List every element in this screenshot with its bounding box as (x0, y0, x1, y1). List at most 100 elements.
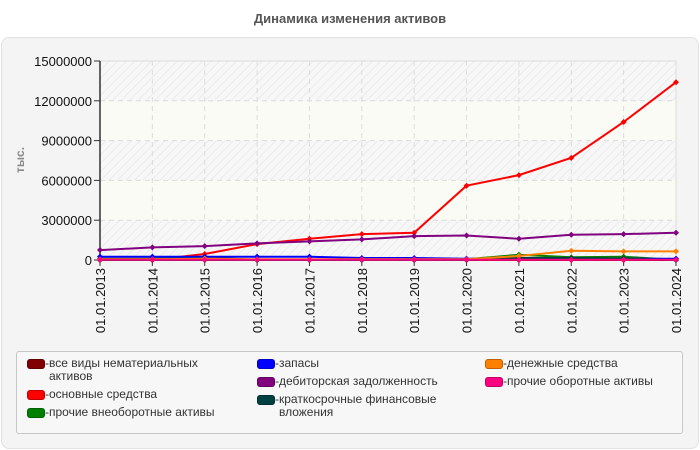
data-point-marker[interactable] (254, 240, 261, 247)
tick-labels: 1500000012000000900000060000003000000001… (34, 54, 684, 333)
data-point-marker[interactable] (620, 256, 627, 263)
data-point-marker[interactable] (673, 256, 679, 263)
data-point-marker[interactable] (620, 248, 627, 255)
x-tick-label: 01.01.2022 (564, 268, 579, 333)
legend-label: краткосрочные финансовые (279, 392, 437, 406)
y-tick-label: 15000000 (34, 54, 92, 69)
legend-swatch (485, 359, 503, 369)
legend-swatch (27, 390, 45, 400)
legend-item-short-term-investments[interactable]: - краткосрочные финансовые вложения (247, 393, 477, 419)
plot-background (99, 60, 677, 261)
legend-dash: - (275, 374, 279, 388)
legend-dash: - (45, 387, 49, 401)
legend-column-3: - денежные средства - прочие оборотные а… (475, 357, 685, 393)
legend-item-inventory[interactable]: - запасы (247, 357, 477, 370)
legend-swatch (485, 377, 503, 387)
legend-label-continued: активов (49, 369, 93, 383)
data-point-marker[interactable] (306, 238, 313, 245)
legend-label: прочие внеоборотные активы (49, 405, 215, 419)
line-chart: 1500000012000000900000060000003000000001… (13, 54, 684, 333)
data-point-marker[interactable] (463, 256, 470, 263)
legend: - все виды нематериальных активов - осно… (16, 351, 683, 434)
data-point-marker[interactable] (201, 256, 208, 263)
x-tick-label: 01.01.2017 (302, 268, 317, 333)
data-point-marker[interactable] (254, 256, 261, 263)
x-tick-label: 01.01.2013 (93, 268, 108, 333)
legend-dash: - (275, 392, 279, 406)
data-point-marker[interactable] (149, 244, 156, 251)
gridlines (100, 61, 676, 260)
data-point-marker[interactable] (411, 233, 418, 240)
data-point-marker[interactable] (149, 256, 156, 263)
data-point-marker[interactable] (568, 247, 575, 254)
data-point-marker[interactable] (97, 247, 103, 254)
legend-dash: - (503, 356, 507, 370)
data-point-marker[interactable] (568, 256, 575, 263)
legend-item-receivables[interactable]: - дебиторская задолженность (247, 375, 477, 388)
data-point-marker[interactable] (358, 236, 365, 243)
data-point-marker[interactable] (568, 154, 575, 161)
data-point-marker[interactable] (201, 243, 208, 250)
series-line (97, 229, 679, 254)
y-tick-label: 6000000 (41, 173, 92, 188)
legend-label: все виды нематериальных (49, 356, 198, 370)
x-tick-label: 01.01.2023 (617, 268, 632, 333)
data-point-marker[interactable] (673, 229, 679, 236)
legend-label-continued: вложения (279, 405, 334, 419)
y-tick-label: 0 (85, 253, 92, 268)
data-point-marker[interactable] (515, 235, 522, 242)
data-point-marker[interactable] (411, 256, 418, 263)
series-line (97, 256, 679, 263)
x-tick-label: 01.01.2016 (250, 268, 265, 333)
x-tick-label: 01.01.2021 (512, 268, 527, 333)
x-tick-label: 01.01.2024 (669, 268, 684, 333)
data-point-marker[interactable] (463, 232, 470, 239)
data-series (97, 79, 679, 263)
data-point-marker[interactable] (515, 253, 522, 260)
data-point-marker[interactable] (673, 79, 679, 86)
legend-item-cash[interactable]: - денежные средства (475, 357, 685, 370)
legend-swatch (257, 359, 275, 369)
data-point-marker[interactable] (97, 256, 103, 263)
legend-dash: - (503, 374, 507, 388)
legend-swatch (27, 408, 45, 418)
legend-label: основные средства (49, 387, 158, 401)
legend-item-other-noncurrent-assets[interactable]: - прочие внеоборотные активы (17, 406, 247, 419)
data-point-marker[interactable] (358, 256, 365, 263)
legend-item-intangible-assets[interactable]: - все виды нематериальных активов (17, 357, 247, 383)
data-point-marker[interactable] (358, 231, 365, 238)
legend-item-fixed-assets[interactable]: - основные средства (17, 388, 247, 401)
data-point-marker[interactable] (568, 231, 575, 238)
legend-label: прочие оборотные активы (507, 374, 653, 388)
y-tick-label: 12000000 (34, 94, 92, 109)
y-axis-label: тыс. (13, 147, 27, 173)
legend-swatch (27, 359, 45, 369)
legend-label: запасы (279, 356, 319, 370)
legend-dash: - (275, 356, 279, 370)
x-tick-label: 01.01.2014 (145, 268, 160, 333)
chart-title: Динамика изменения активов (253, 11, 447, 26)
data-point-marker[interactable] (620, 231, 627, 238)
x-tick-label: 01.01.2015 (198, 268, 213, 333)
x-tick-label: 01.01.2020 (460, 268, 475, 333)
legend-dash: - (45, 405, 49, 419)
legend-dash: - (45, 356, 49, 370)
x-tick-label: 01.01.2019 (407, 268, 422, 333)
legend-label: дебиторская задолженность (279, 374, 438, 388)
data-point-marker[interactable] (673, 248, 679, 255)
y-tick-label: 9000000 (41, 134, 92, 149)
data-point-marker[interactable] (463, 182, 470, 189)
data-point-marker[interactable] (411, 229, 418, 236)
legend-item-other-current-assets[interactable]: - прочие оборотные активы (475, 375, 685, 388)
y-tick-label: 3000000 (41, 213, 92, 228)
data-point-marker[interactable] (620, 119, 627, 126)
legend-column-2: - запасы - дебиторская задолженность - к… (247, 357, 477, 424)
legend-swatch (257, 395, 275, 405)
legend-column-1: - все виды нематериальных активов - осно… (17, 357, 247, 424)
legend-swatch (257, 377, 275, 387)
data-point-marker[interactable] (515, 256, 522, 263)
data-point-marker[interactable] (515, 172, 522, 179)
data-point-marker[interactable] (306, 256, 313, 263)
legend-label: денежные средства (507, 356, 618, 370)
x-tick-label: 01.01.2018 (355, 268, 370, 333)
